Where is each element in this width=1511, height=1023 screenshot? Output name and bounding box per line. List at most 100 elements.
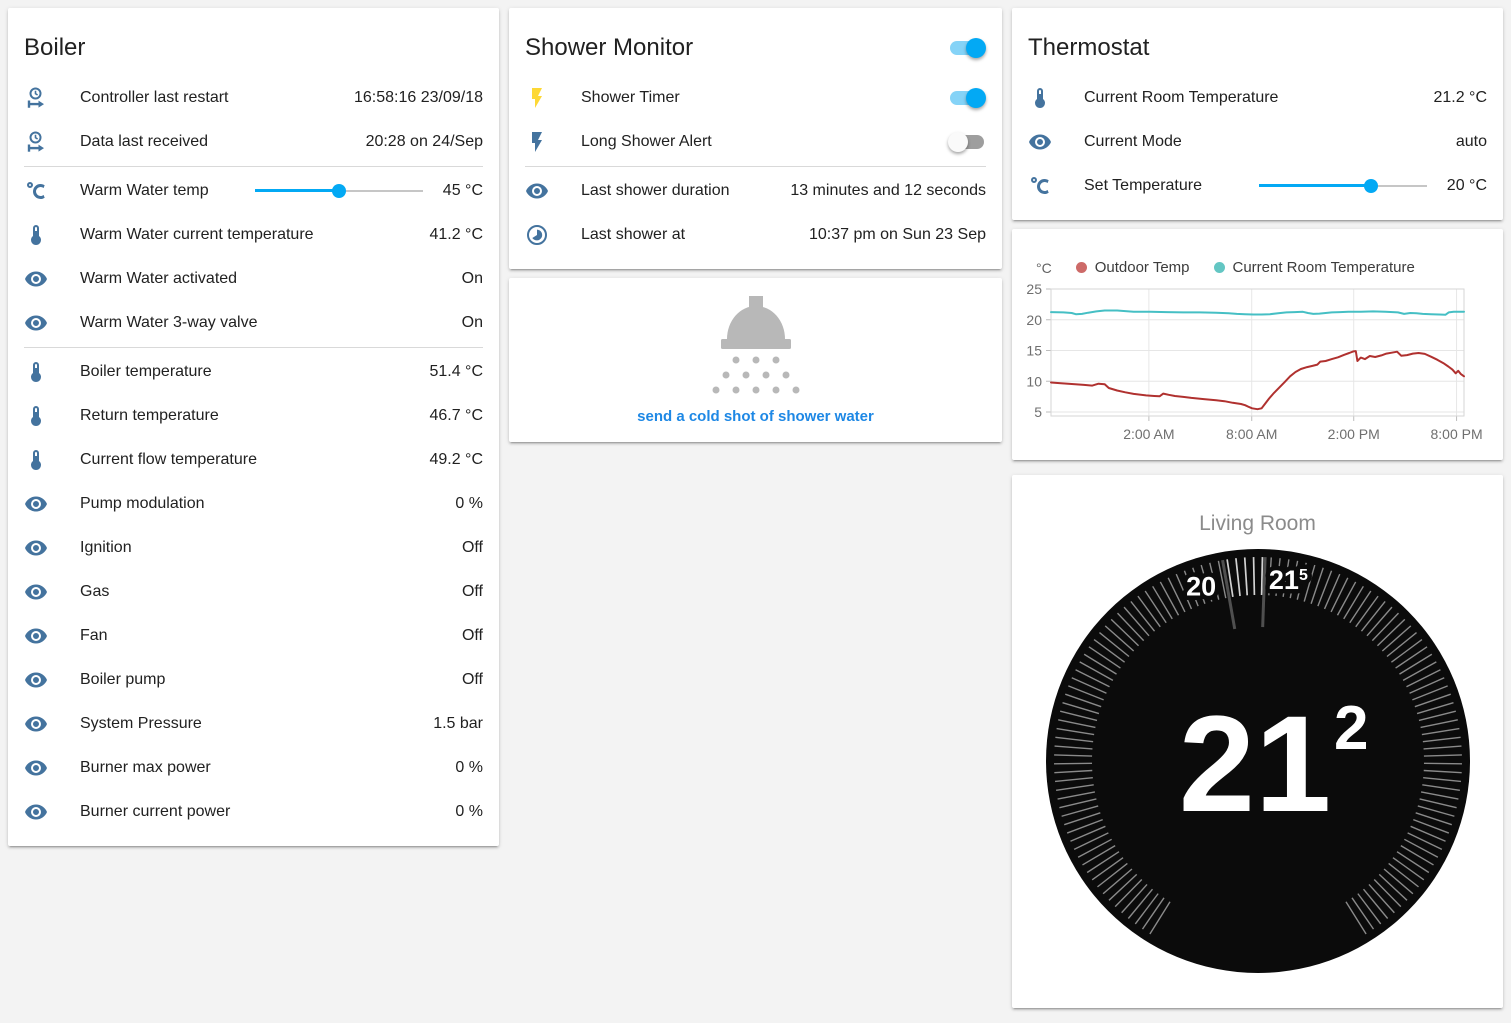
thermometer-icon — [24, 448, 64, 472]
entity-slider[interactable] — [1259, 179, 1427, 193]
legend-label: Outdoor Temp — [1094, 259, 1190, 276]
cold-shot-button[interactable]: send a cold shot of shower water — [637, 407, 874, 425]
entity-state: Off — [461, 583, 483, 600]
entity-row: Long Shower Alert — [509, 120, 1002, 164]
flash-icon — [525, 130, 565, 154]
eye-icon — [24, 580, 64, 604]
slider-thumb[interactable] — [1364, 179, 1378, 193]
entity-row: Boiler pump Off — [8, 658, 499, 702]
entity-state: 49.2 °C — [429, 451, 483, 468]
legend-label: Current Room Temperature — [1232, 259, 1415, 276]
eye-icon — [1028, 130, 1068, 154]
temperature-celsius-icon — [1028, 174, 1068, 198]
entity-toggle[interactable] — [948, 132, 986, 152]
entity-state: 20 °C — [1446, 177, 1487, 194]
entity-state: Off — [461, 539, 483, 556]
entity-name: Fan — [80, 627, 108, 644]
thermostat-dial-card: Living Room 20 215 21 2 — [1012, 475, 1503, 1008]
divider — [525, 166, 986, 167]
shower-monitor-toggle[interactable] — [948, 38, 986, 58]
entity-name: Controller last restart — [80, 89, 229, 106]
entity-row: Current Mode auto — [1012, 120, 1503, 164]
eye-icon — [24, 668, 64, 692]
shower-monitor-header: Shower Monitor — [509, 8, 1002, 76]
legend-dot — [1213, 262, 1225, 273]
entity-name: Return temperature — [80, 407, 219, 424]
eye-icon — [24, 492, 64, 516]
entity-name: Warm Water 3-way valve — [80, 314, 258, 331]
entity-name: System Pressure — [80, 715, 202, 732]
entity-name: Burner current power — [80, 803, 231, 820]
thermostat-entity-list: Current Room Temperature 21.2 °C Current M… — [1012, 76, 1503, 208]
legend-dot — [1075, 262, 1087, 273]
entity-name: Long Shower Alert — [581, 133, 712, 150]
entity-row: Warm Water current temperature 41.2 °C — [8, 213, 499, 257]
eye-icon — [24, 712, 64, 736]
entity-state: auto — [1455, 133, 1487, 150]
entity-state: 45 °C — [442, 182, 483, 199]
slider-thumb[interactable] — [332, 184, 346, 198]
temperature-celsius-icon — [24, 179, 64, 203]
entity-row: System Pressure 1.5 bar — [8, 702, 499, 746]
entity-state: 20:28 on 24/Sep — [365, 133, 483, 150]
legend-item: Outdoor Temp — [1075, 259, 1190, 276]
entity-name: Ignition — [80, 539, 132, 556]
shower-entity-list: Shower Timer Long Shower Alert Last shower… — [509, 76, 1002, 257]
column-right: Thermostat Current Room Temperature 21.2 … — [1012, 8, 1503, 1008]
entity-state: 41.2 °C — [429, 226, 483, 243]
flash-icon — [525, 86, 565, 110]
entity-slider[interactable] — [255, 184, 423, 198]
entity-row: Ignition Off — [8, 526, 499, 570]
entity-row: Warm Water temp 45 °C — [8, 169, 499, 213]
chart-unit-label: °C — [1036, 259, 1052, 276]
entity-name: Gas — [80, 583, 110, 600]
entity-state: 21.2 °C — [1433, 89, 1487, 106]
thermostat-card-title: Thermostat — [1028, 34, 1150, 61]
svg-text:21: 21 — [1178, 688, 1330, 841]
thermometer-icon — [24, 360, 64, 384]
toggle-knob — [966, 38, 986, 58]
entity-state: 16:58:16 23/09/18 — [353, 89, 483, 106]
svg-text:10: 10 — [1026, 373, 1042, 389]
entity-row: Set Temperature 20 °C — [1012, 164, 1503, 208]
divider — [24, 166, 483, 167]
entity-row: Last shower duration 13 minutes and 12 se… — [509, 169, 1002, 213]
entity-state: 13 minutes and 12 seconds — [790, 182, 986, 199]
entity-row: Return temperature 46.7 °C — [8, 394, 499, 438]
eye-icon — [525, 179, 565, 203]
boiler-card-header: Boiler — [8, 8, 499, 76]
slider-fill — [255, 189, 339, 192]
column-left: Boiler Controller last restart 16:58:16 2… — [8, 8, 499, 846]
entity-state: 0 % — [455, 759, 483, 776]
eye-icon — [24, 267, 64, 291]
entity-name: Boiler temperature — [80, 363, 212, 380]
toggle-knob — [948, 132, 968, 152]
entity-name: Last shower duration — [581, 182, 730, 199]
entity-state: 1.5 bar — [433, 715, 483, 732]
boiler-entity-list: Controller last restart 16:58:16 23/09/18… — [8, 76, 499, 834]
entity-name: Current flow temperature — [80, 451, 257, 468]
entity-row: Warm Water 3-way valve On — [8, 301, 499, 345]
entity-toggle[interactable] — [948, 88, 986, 108]
entity-name: Current Room Temperature — [1084, 89, 1279, 106]
entity-state: 10:37 pm on Sun 23 Sep — [808, 226, 986, 243]
entity-state: On — [461, 314, 483, 331]
entity-name: Pump modulation — [80, 495, 205, 512]
eye-icon — [24, 536, 64, 560]
entity-row: Last shower at 10:37 pm on Sun 23 Sep — [509, 213, 1002, 257]
entity-row: Data last received 20:28 on 24/Sep — [8, 120, 499, 164]
entity-name: Current Mode — [1084, 133, 1182, 150]
entity-row: Current Room Temperature 21.2 °C — [1012, 76, 1503, 120]
svg-text:2:00 PM: 2:00 PM — [1328, 426, 1380, 442]
clock-start-icon — [24, 86, 64, 110]
shower-monitor-title: Shower Monitor — [525, 34, 694, 61]
thermostat-dial[interactable]: 20 215 21 2 — [1045, 549, 1470, 973]
entity-state: 46.7 °C — [429, 407, 483, 424]
dial-room-name: Living Room — [1199, 512, 1316, 535]
entity-state: On — [461, 270, 483, 287]
history-chart: 25 20 15 10 5 2:00 AM 8:00 AM 2:00 PM 8:00 PM — [1026, 282, 1482, 442]
entity-name: Data last received — [80, 133, 209, 150]
entity-state: Off — [461, 627, 483, 644]
entity-state: 0 % — [455, 803, 483, 820]
